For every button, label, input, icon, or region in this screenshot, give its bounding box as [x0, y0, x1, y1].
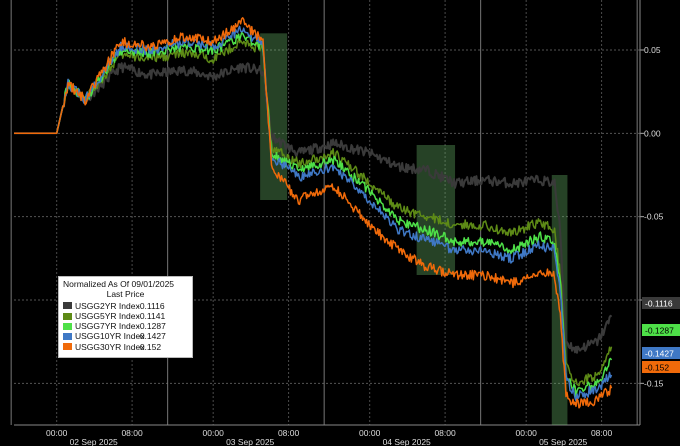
legend-entry: USGG10YR Index -0.1427: [63, 331, 188, 341]
x-day-label: 05 Sep 2025: [539, 437, 587, 446]
legend-series-name: USGG10YR Index: [75, 331, 145, 342]
legend-swatch: [63, 322, 72, 330]
x-tick-label: 00:00: [46, 428, 68, 438]
x-tick-label: 00:00: [359, 428, 381, 438]
last-price-tag: [642, 324, 680, 336]
series-line: [14, 17, 613, 409]
series-line: [14, 62, 613, 354]
legend-swatch: [63, 343, 72, 351]
y-tick-label: 0.05: [644, 45, 661, 55]
x-tick-label: 00:00: [516, 428, 538, 438]
legend-series-value: -0.1141: [137, 310, 166, 321]
legend-series-value: -0.1287: [137, 321, 166, 332]
legend-series-name: USGG7YR Index: [75, 321, 140, 332]
x-tick-label: 08:00: [434, 428, 456, 438]
legend-subtitle: Last Price: [106, 289, 145, 300]
last-price-tag: [642, 347, 680, 359]
legend-series-value: -0.1427: [137, 331, 166, 342]
chart-legend: Normalized As Of 09/01/2025 Last Price U…: [58, 276, 193, 358]
x-tick-label: 08:00: [121, 428, 143, 438]
legend-series-value: -0.1116: [137, 300, 165, 311]
x-day-label: 02 Sep 2025: [70, 437, 118, 446]
x-tick-label: 08:00: [591, 428, 613, 438]
last-price-label: -0.1427: [645, 349, 674, 359]
last-price-label: -0.1116: [645, 299, 673, 309]
legend-series-name: USGG2YR Index: [75, 300, 140, 311]
legend-swatch: [63, 333, 72, 341]
legend-entry: USGG5YR Index -0.1141: [63, 311, 188, 321]
x-day-label: 04 Sep 2025: [383, 437, 431, 446]
last-price-tag: [642, 297, 680, 309]
y-tick-label: -0.15: [644, 378, 664, 388]
legend-swatch: [63, 312, 72, 320]
legend-entry: USGG7YR Index -0.1287: [63, 321, 188, 331]
legend-title: Normalized As Of 09/01/2025: [63, 279, 175, 289]
x-tick-label: 00:00: [203, 428, 225, 438]
last-price-label: -0.152: [645, 363, 669, 373]
highlight-band: [416, 145, 456, 275]
last-price-tag: [642, 361, 680, 373]
legend-series-name: USGG30YR Index: [75, 341, 145, 352]
last-price-label: -0.1287: [645, 326, 674, 336]
legend-series-value: -0.152: [137, 341, 162, 352]
series-line: [14, 31, 613, 398]
series-line: [14, 38, 613, 387]
x-day-label: 03 Sep 2025: [226, 437, 274, 446]
y-tick-label: -0.05: [644, 212, 664, 222]
legend-series-name: USGG5YR Index: [75, 310, 140, 321]
legend-swatch: [63, 302, 72, 310]
legend-entry: USGG2YR Index -0.1116: [63, 301, 188, 311]
x-tick-label: 08:00: [278, 428, 300, 438]
legend-entry: USGG30YR Index -0.152: [63, 342, 188, 352]
y-tick-label: 0.00: [644, 128, 661, 138]
